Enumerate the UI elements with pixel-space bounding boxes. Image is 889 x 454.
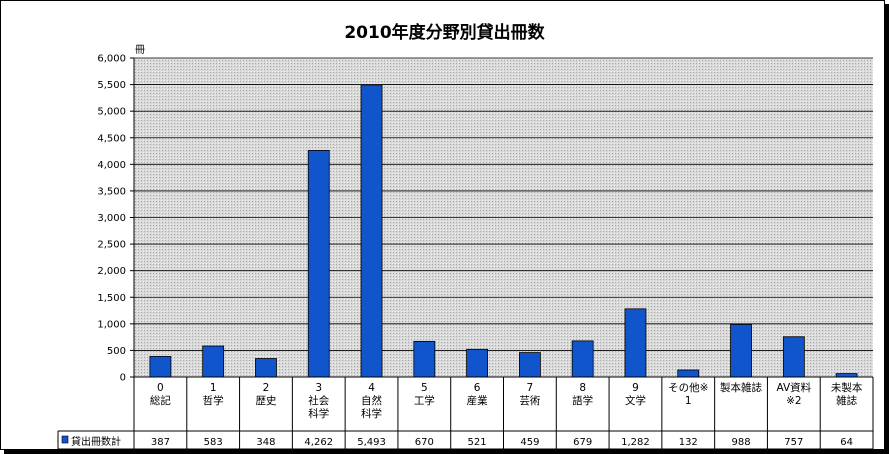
category-label: 歴史 [255, 395, 276, 407]
bar [466, 348, 489, 378]
category-label: 総記 [150, 394, 171, 407]
category-label: 科学 [361, 407, 382, 420]
category-label: ※2 [786, 395, 801, 407]
category-label: 芸術 [519, 394, 540, 407]
y-tick-label: 0 [120, 373, 126, 384]
data-value-label: 4,262 [304, 437, 333, 448]
bar [835, 373, 858, 378]
category-label: AV資料 [776, 381, 811, 394]
data-value-label: 5,493 [357, 437, 386, 448]
y-tick-label: 1,000 [97, 319, 126, 330]
legend-series-name: 貸出冊数計 [71, 435, 121, 448]
data-value-label: 670 [415, 437, 434, 448]
y-tick-label: 3,000 [97, 213, 126, 224]
y-tick-label: 6,000 [97, 54, 126, 65]
category-label: 製本雑誌 [720, 381, 762, 394]
y-tick-label: 5,500 [97, 80, 126, 91]
category-label: 1 [210, 382, 217, 394]
category-label: 産業 [467, 394, 488, 407]
y-tick-label: 3,500 [97, 186, 126, 197]
category-label: 8 [579, 382, 586, 394]
legend-key [61, 435, 69, 444]
category-label: 社会 [308, 394, 329, 407]
y-tick-label: 4,000 [97, 160, 126, 171]
bar [624, 308, 647, 378]
data-table: 0総記1哲学2歴史3社会科学4自然科学5工学6産業7芸術8語学9文学その他※1製… [57, 376, 874, 450]
category-label: 9 [632, 382, 639, 394]
bar [307, 150, 330, 378]
bar [413, 340, 436, 378]
bar [730, 324, 752, 378]
bar [571, 340, 594, 378]
y-tick-label: 1,500 [97, 293, 126, 304]
category-label: 7 [527, 382, 534, 394]
data-value-label: 459 [520, 437, 539, 448]
data-value-label: 679 [573, 437, 592, 448]
data-value-label: 64 [840, 437, 853, 448]
frame-shadow-bottom [4, 450, 889, 454]
category-label: 語学 [572, 394, 593, 407]
bar [255, 358, 277, 378]
data-value-label: 348 [256, 437, 275, 448]
y-tick-labels: 0 500 1,000 1,500 2,000 2,500 3,000 3,500 4,000 4… [97, 54, 126, 384]
category-label: 自然 [361, 394, 382, 407]
data-value-label: 387 [151, 437, 170, 448]
bar [518, 352, 541, 378]
category-label: 2 [263, 382, 270, 394]
y-tick-label: 2,000 [97, 266, 126, 277]
y-tick-label: 2,500 [97, 240, 126, 251]
category-label: 3 [315, 382, 322, 394]
data-value-label: 757 [784, 437, 803, 448]
bar [202, 345, 225, 378]
chart-title: 2010年度分野別貸出冊数 [344, 23, 545, 43]
bar [677, 369, 700, 378]
y-axis-unit-label: 冊 [135, 45, 145, 56]
y-tick-label: 5,000 [97, 107, 126, 118]
category-label: 科学 [308, 407, 329, 420]
data-value-label: 583 [204, 437, 223, 448]
gridlines [130, 57, 873, 378]
category-label: 4 [368, 382, 375, 394]
data-value-label: 132 [679, 437, 698, 448]
y-tick-label: 500 [107, 346, 126, 357]
data-value-label: 988 [731, 437, 750, 448]
data-value-label: 521 [468, 437, 487, 448]
data-value-label: 1,282 [621, 437, 650, 448]
category-label: 文学 [625, 394, 646, 407]
bars [149, 84, 858, 378]
category-label: 5 [421, 382, 428, 394]
category-label: 0 [157, 382, 164, 394]
category-label: 哲学 [203, 394, 224, 407]
category-label: 未製本 [831, 381, 863, 394]
category-label: 6 [474, 382, 481, 394]
y-tick-label: 4,500 [97, 133, 126, 144]
bar [360, 84, 383, 378]
bar [149, 356, 172, 378]
category-label: 工学 [414, 394, 435, 407]
category-label: 雑誌 [836, 394, 857, 407]
category-label: その他※ [668, 381, 708, 394]
category-label: 1 [685, 395, 692, 407]
frame-shadow-right [885, 4, 889, 454]
bar [782, 336, 805, 378]
